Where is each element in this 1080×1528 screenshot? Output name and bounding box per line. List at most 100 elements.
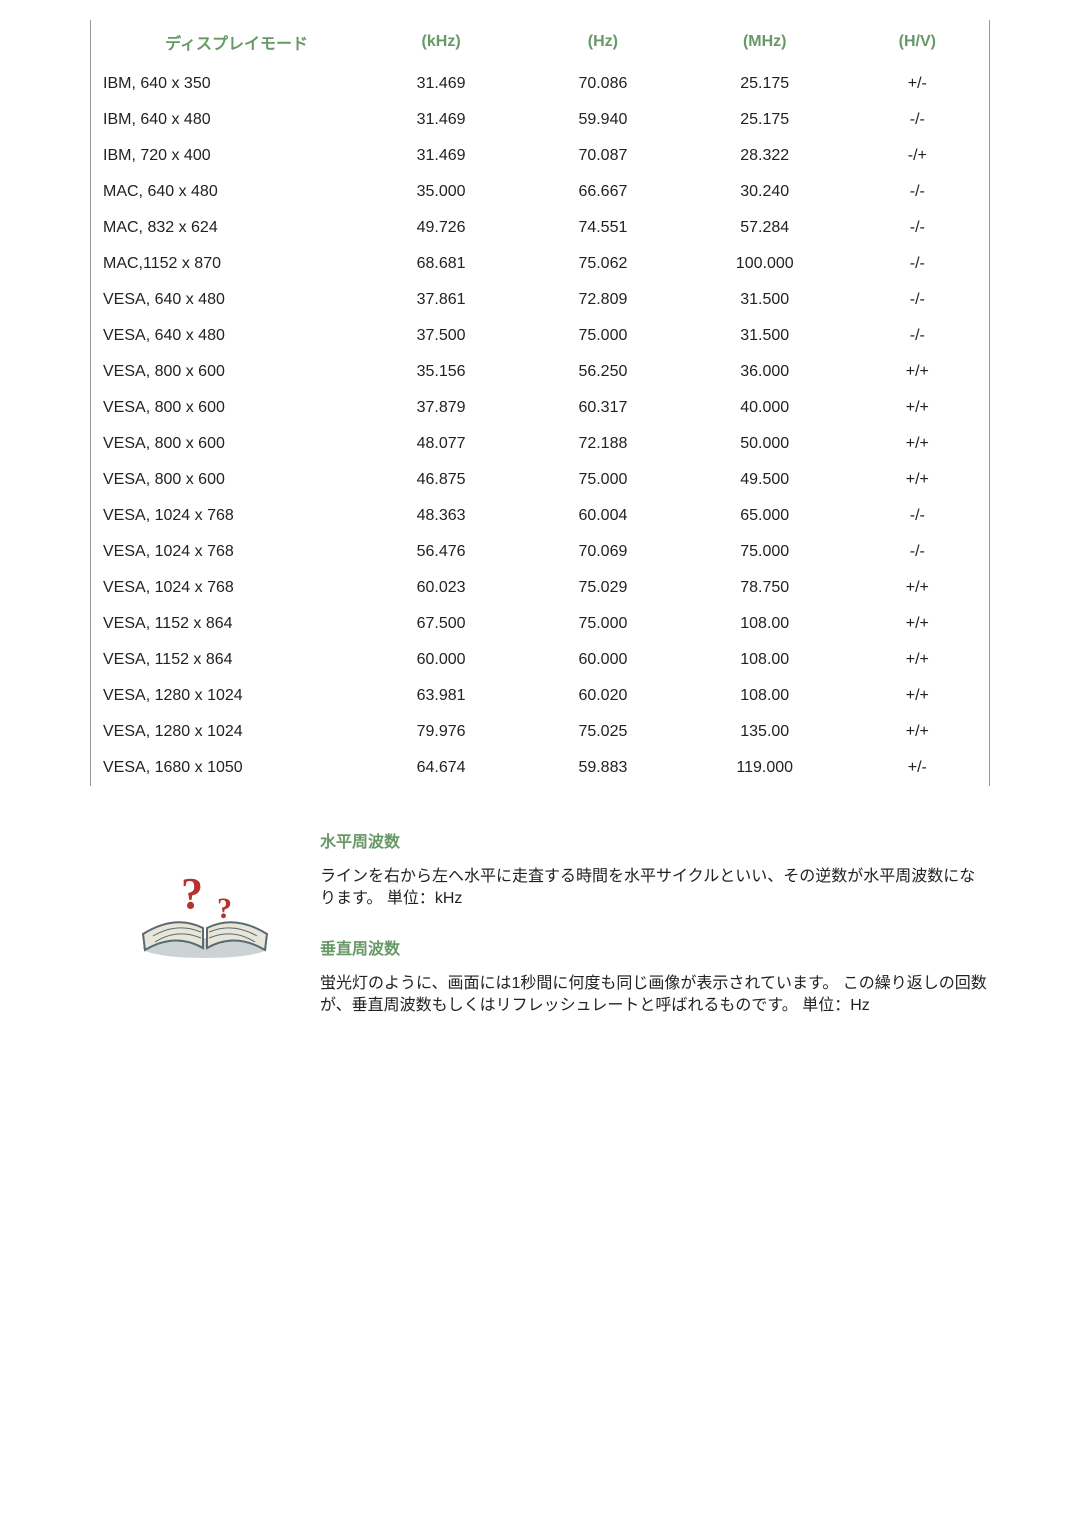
cell-khz: 64.674 <box>360 750 522 786</box>
cell-hv: -/- <box>846 174 990 210</box>
horizontal-freq-heading: 水平周波数 <box>320 828 990 852</box>
cell-hz: 70.086 <box>522 66 684 102</box>
cell-mode: VESA, 1280 x 1024 <box>91 714 361 750</box>
cell-hv: -/- <box>846 210 990 246</box>
cell-mode: VESA, 1024 x 768 <box>91 570 361 606</box>
col-header-hz: (Hz) <box>522 20 684 66</box>
cell-mhz: 108.00 <box>684 642 846 678</box>
cell-mhz: 30.240 <box>684 174 846 210</box>
cell-hz: 72.188 <box>522 426 684 462</box>
cell-mhz: 108.00 <box>684 678 846 714</box>
table-row: VESA, 1024 x 76860.02375.02978.750+/+ <box>91 570 990 606</box>
cell-mode: VESA, 640 x 480 <box>91 282 361 318</box>
vertical-freq-body: 蛍光灯のように、画面には1秒間に何度も同じ画像が表示されています。 この繰り返し… <box>320 973 990 1016</box>
horizontal-freq-body: ラインを右から左へ水平に走査する時間を水平サイクルといい、その逆数が水平周波数に… <box>320 866 990 909</box>
table-row: VESA, 1280 x 102479.97675.025135.00+/+ <box>91 714 990 750</box>
cell-khz: 60.000 <box>360 642 522 678</box>
cell-hz: 60.020 <box>522 678 684 714</box>
cell-hz: 75.029 <box>522 570 684 606</box>
cell-hv: +/- <box>846 750 990 786</box>
cell-mhz: 49.500 <box>684 462 846 498</box>
cell-hz: 70.087 <box>522 138 684 174</box>
cell-mhz: 25.175 <box>684 102 846 138</box>
cell-hv: +/+ <box>846 462 990 498</box>
cell-hz: 75.000 <box>522 318 684 354</box>
cell-hv: -/- <box>846 246 990 282</box>
cell-khz: 79.976 <box>360 714 522 750</box>
cell-hv: +/+ <box>846 354 990 390</box>
open-book-question-icon: ? ? <box>125 953 285 970</box>
cell-mhz: 50.000 <box>684 426 846 462</box>
cell-mhz: 36.000 <box>684 354 846 390</box>
table-row: IBM, 640 x 35031.46970.08625.175+/- <box>91 66 990 102</box>
cell-khz: 68.681 <box>360 246 522 282</box>
cell-mode: IBM, 720 x 400 <box>91 138 361 174</box>
col-header-khz: (kHz) <box>360 20 522 66</box>
cell-mode: MAC,1152 x 870 <box>91 246 361 282</box>
svg-text:?: ? <box>181 869 203 918</box>
cell-mhz: 100.000 <box>684 246 846 282</box>
cell-hv: -/- <box>846 102 990 138</box>
cell-mhz: 78.750 <box>684 570 846 606</box>
table-row: VESA, 1024 x 76848.36360.00465.000-/- <box>91 498 990 534</box>
cell-mhz: 75.000 <box>684 534 846 570</box>
cell-mhz: 108.00 <box>684 606 846 642</box>
table-row: IBM, 640 x 48031.46959.94025.175-/- <box>91 102 990 138</box>
table-row: VESA, 1680 x 105064.67459.883119.000+/- <box>91 750 990 786</box>
cell-hz: 59.883 <box>522 750 684 786</box>
cell-hv: +/+ <box>846 678 990 714</box>
cell-mode: VESA, 1152 x 864 <box>91 642 361 678</box>
cell-khz: 48.077 <box>360 426 522 462</box>
table-row: VESA, 640 x 48037.86172.80931.500-/- <box>91 282 990 318</box>
cell-hz: 60.000 <box>522 642 684 678</box>
cell-khz: 31.469 <box>360 66 522 102</box>
cell-mhz: 135.00 <box>684 714 846 750</box>
table-row: MAC, 640 x 48035.00066.66730.240-/- <box>91 174 990 210</box>
cell-hz: 75.062 <box>522 246 684 282</box>
table-row: VESA, 800 x 60037.87960.31740.000+/+ <box>91 390 990 426</box>
col-header-mhz: (MHz) <box>684 20 846 66</box>
cell-khz: 35.156 <box>360 354 522 390</box>
cell-hv: -/- <box>846 498 990 534</box>
vertical-freq-heading: 垂直周波数 <box>320 935 990 959</box>
cell-khz: 31.469 <box>360 138 522 174</box>
table-row: MAC,1152 x 87068.68175.062100.000-/- <box>91 246 990 282</box>
cell-hv: +/+ <box>846 570 990 606</box>
cell-hz: 60.004 <box>522 498 684 534</box>
table-row: VESA, 1152 x 86460.00060.000108.00+/+ <box>91 642 990 678</box>
cell-mode: IBM, 640 x 480 <box>91 102 361 138</box>
cell-mode: VESA, 1152 x 864 <box>91 606 361 642</box>
cell-hz: 75.025 <box>522 714 684 750</box>
cell-mode: VESA, 640 x 480 <box>91 318 361 354</box>
display-modes-table: ディスプレイモード (kHz) (Hz) (MHz) (H/V) IBM, 64… <box>90 20 990 786</box>
table-row: VESA, 800 x 60048.07772.18850.000+/+ <box>91 426 990 462</box>
cell-hv: -/- <box>846 534 990 570</box>
cell-hz: 72.809 <box>522 282 684 318</box>
cell-hz: 70.069 <box>522 534 684 570</box>
table-row: VESA, 640 x 48037.50075.00031.500-/- <box>91 318 990 354</box>
cell-khz: 37.879 <box>360 390 522 426</box>
cell-hv: -/- <box>846 282 990 318</box>
cell-hv: +/+ <box>846 642 990 678</box>
cell-hv: +/+ <box>846 714 990 750</box>
cell-khz: 63.981 <box>360 678 522 714</box>
cell-khz: 60.023 <box>360 570 522 606</box>
cell-khz: 37.500 <box>360 318 522 354</box>
cell-hz: 75.000 <box>522 606 684 642</box>
cell-khz: 31.469 <box>360 102 522 138</box>
cell-mode: VESA, 1024 x 768 <box>91 498 361 534</box>
cell-mode: MAC, 832 x 624 <box>91 210 361 246</box>
col-header-mode: ディスプレイモード <box>91 20 361 66</box>
table-row: VESA, 1152 x 86467.50075.000108.00+/+ <box>91 606 990 642</box>
col-header-hv: (H/V) <box>846 20 990 66</box>
table-row: VESA, 1280 x 102463.98160.020108.00+/+ <box>91 678 990 714</box>
cell-hv: +/+ <box>846 390 990 426</box>
cell-hv: +/- <box>846 66 990 102</box>
cell-mode: VESA, 1680 x 1050 <box>91 750 361 786</box>
table-header-row: ディスプレイモード (kHz) (Hz) (MHz) (H/V) <box>91 20 990 66</box>
table-row: VESA, 800 x 60046.87575.00049.500+/+ <box>91 462 990 498</box>
cell-mhz: 57.284 <box>684 210 846 246</box>
cell-mode: VESA, 1280 x 1024 <box>91 678 361 714</box>
cell-khz: 35.000 <box>360 174 522 210</box>
cell-mhz: 65.000 <box>684 498 846 534</box>
